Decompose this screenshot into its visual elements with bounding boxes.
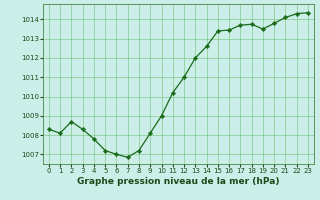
X-axis label: Graphe pression niveau de la mer (hPa): Graphe pression niveau de la mer (hPa)	[77, 177, 280, 186]
